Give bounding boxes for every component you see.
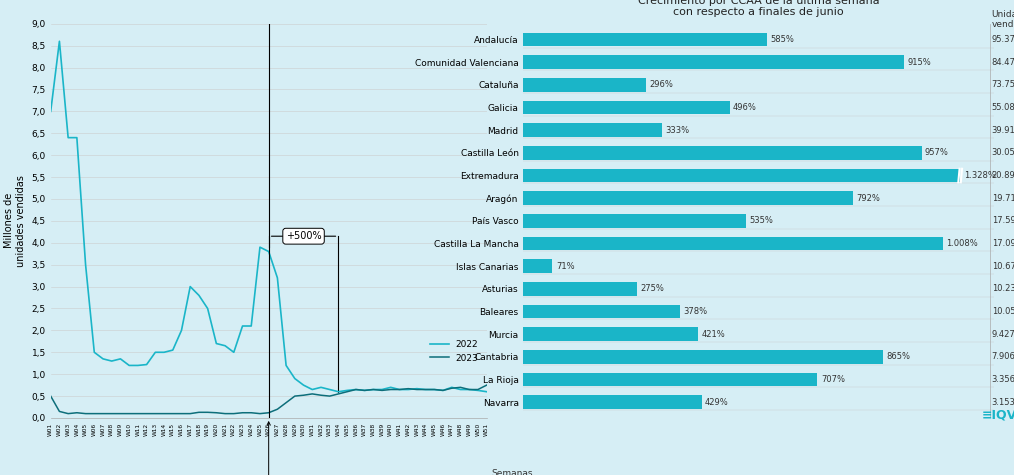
Text: 1.328%: 1.328% — [963, 171, 996, 180]
Text: 585%: 585% — [770, 35, 794, 44]
Text: 865%: 865% — [886, 352, 911, 361]
Text: 7.906: 7.906 — [992, 352, 1014, 361]
Text: 429%: 429% — [705, 398, 729, 407]
Text: 17.094: 17.094 — [992, 239, 1014, 248]
Text: 19.717: 19.717 — [992, 194, 1014, 203]
Bar — [523, 237, 943, 250]
Bar — [523, 304, 680, 318]
Y-axis label: Millones de
unidades vendidas: Millones de unidades vendidas — [4, 175, 26, 267]
Text: 10.051: 10.051 — [992, 307, 1014, 316]
Text: 378%: 378% — [683, 307, 708, 316]
Title: Crecimiento por CCAA de la última semana
con respecto a finales de junio: Crecimiento por CCAA de la última semana… — [638, 0, 879, 18]
Text: Semanas: Semanas — [491, 469, 532, 475]
Text: Última semana
de junio: Última semana de junio — [237, 422, 300, 475]
Text: 84.479: 84.479 — [992, 58, 1014, 67]
Text: ≡IQVIA: ≡IQVIA — [982, 408, 1014, 421]
Text: 39.914: 39.914 — [992, 126, 1014, 135]
Bar — [523, 350, 883, 364]
Bar — [523, 395, 702, 409]
Text: 275%: 275% — [641, 285, 665, 294]
Text: 10.679: 10.679 — [992, 262, 1014, 271]
Text: 296%: 296% — [650, 80, 673, 89]
Bar — [523, 191, 853, 205]
Text: 333%: 333% — [665, 126, 690, 135]
Text: 20.894: 20.894 — [992, 171, 1014, 180]
Text: 957%: 957% — [925, 148, 949, 157]
Bar — [523, 78, 646, 92]
Bar — [523, 101, 729, 114]
Bar — [523, 214, 746, 228]
Text: 3.356: 3.356 — [992, 375, 1014, 384]
Text: 915%: 915% — [908, 58, 931, 67]
Text: 496%: 496% — [733, 103, 756, 112]
Text: 792%: 792% — [856, 194, 880, 203]
Bar — [523, 33, 767, 47]
Text: 535%: 535% — [749, 217, 773, 225]
Text: 1.008%: 1.008% — [946, 239, 977, 248]
Text: +500%: +500% — [286, 231, 321, 241]
Bar — [523, 327, 699, 341]
Bar — [523, 169, 960, 182]
Text: 73.755: 73.755 — [992, 80, 1014, 89]
Legend: 2022, 2023: 2022, 2023 — [427, 336, 482, 366]
Text: 17.599: 17.599 — [992, 217, 1014, 225]
Text: 95.375: 95.375 — [992, 35, 1014, 44]
Text: 30.056: 30.056 — [992, 148, 1014, 157]
Bar — [523, 146, 922, 160]
Text: Unidades
vendidas: Unidades vendidas — [992, 10, 1014, 29]
Text: 55.081: 55.081 — [992, 103, 1014, 112]
Text: 707%: 707% — [820, 375, 845, 384]
Bar — [523, 373, 817, 386]
Text: 10.238: 10.238 — [992, 285, 1014, 294]
Bar — [523, 259, 553, 273]
Bar — [523, 124, 662, 137]
Text: 421%: 421% — [702, 330, 725, 339]
Bar — [523, 56, 904, 69]
Text: 3.153: 3.153 — [992, 398, 1014, 407]
Text: 9.427: 9.427 — [992, 330, 1014, 339]
Text: 71%: 71% — [556, 262, 575, 271]
Bar — [523, 282, 638, 295]
